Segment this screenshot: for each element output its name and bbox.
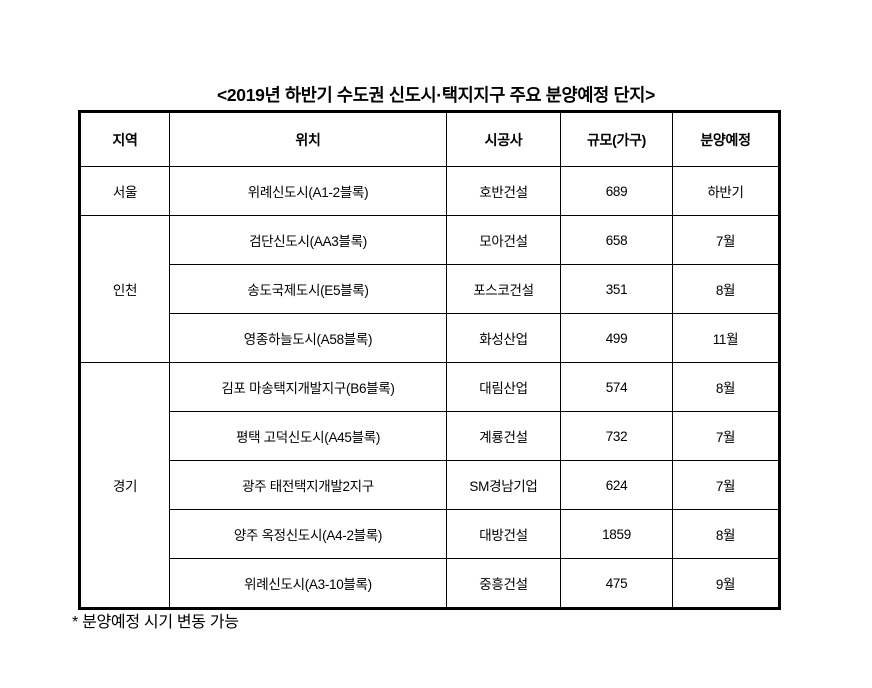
location-cell: 양주 옥정신도시(A4-2블록) bbox=[169, 509, 447, 559]
location-cell: 위례신도시(A3-10블록) bbox=[169, 558, 447, 609]
table-row: 광주 태전택지개발2지구 SM경남기업 624 7월 bbox=[80, 460, 780, 510]
schedule-cell: 7월 bbox=[672, 215, 780, 265]
region-cell-seoul: 서울 bbox=[79, 166, 170, 216]
column-header-region: 지역 bbox=[79, 111, 170, 167]
scale-cell: 475 bbox=[560, 558, 673, 609]
table-header-row: 지역 위치 시공사 규모(가구) 분양예정 bbox=[79, 111, 780, 167]
presale-schedule-table: 지역 위치 시공사 규모(가구) 분양예정 서울 위례신도시(A1-2블록) 호… bbox=[78, 110, 781, 610]
page-title: <2019년 하반기 수도권 신도시·택지지구 주요 분양예정 단지> bbox=[216, 85, 656, 105]
table-row: 영종하늘도시(A58블록) 화성산업 499 11월 bbox=[80, 313, 780, 363]
scale-cell: 689 bbox=[560, 166, 673, 216]
scale-cell: 624 bbox=[560, 460, 673, 510]
schedule-cell: 8월 bbox=[672, 362, 780, 412]
table-footnote: * 분양예정 시기 변동 가능 bbox=[72, 614, 239, 631]
table-row: 위례신도시(A3-10블록) 중흥건설 475 9월 bbox=[80, 558, 780, 609]
table-row: 인천 검단신도시(AA3블록) 모아건설 658 7월 bbox=[79, 215, 780, 363]
region-cell-incheon: 인천 bbox=[79, 215, 170, 363]
scale-cell: 351 bbox=[560, 264, 673, 314]
builder-cell: 호반건설 bbox=[446, 166, 561, 216]
schedule-cell: 8월 bbox=[672, 509, 780, 559]
builder-cell: 대림산업 bbox=[446, 362, 561, 412]
scale-cell: 732 bbox=[560, 411, 673, 461]
location-cell: 김포 마송택지개발지구(B6블록) bbox=[169, 362, 447, 412]
schedule-cell: 8월 bbox=[672, 264, 780, 314]
scale-cell: 574 bbox=[560, 362, 673, 412]
builder-cell: 중흥건설 bbox=[446, 558, 561, 609]
builder-cell: 계룡건설 bbox=[446, 411, 561, 461]
location-cell: 검단신도시(AA3블록) bbox=[169, 215, 447, 265]
table-body: 서울 위례신도시(A1-2블록) 호반건설 689 하반기 인천 검단신도시(A… bbox=[79, 166, 780, 609]
schedule-cell: 9월 bbox=[672, 558, 780, 609]
column-header-builder: 시공사 bbox=[446, 111, 561, 167]
builder-cell: SM경남기업 bbox=[446, 460, 561, 510]
column-header-schedule: 분양예정 bbox=[672, 111, 780, 167]
builder-cell: 화성산업 bbox=[446, 313, 561, 363]
table-row: 양주 옥정신도시(A4-2블록) 대방건설 1859 8월 bbox=[80, 509, 780, 559]
builder-cell: 포스코건설 bbox=[446, 264, 561, 314]
region-cell-gyeonggi: 경기 bbox=[79, 362, 170, 609]
location-cell: 평택 고덕신도시(A45블록) bbox=[169, 411, 447, 461]
location-cell: 위례신도시(A1-2블록) bbox=[169, 166, 447, 216]
column-header-location: 위치 bbox=[169, 111, 447, 167]
builder-cell: 대방건설 bbox=[446, 509, 561, 559]
table-row: 경기 김포 마송택지개발지구(B6블록) 대림산업 574 8월 bbox=[79, 362, 780, 609]
table-header: 지역 위치 시공사 규모(가구) 분양예정 bbox=[79, 111, 780, 167]
location-cell: 광주 태전택지개발2지구 bbox=[169, 460, 447, 510]
scale-cell: 658 bbox=[560, 215, 673, 265]
table-row: 송도국제도시(E5블록) 포스코건설 351 8월 bbox=[80, 264, 780, 314]
table-row: 평택 고덕신도시(A45블록) 계룡건설 732 7월 bbox=[80, 411, 780, 461]
table-row: 서울 위례신도시(A1-2블록) 호반건설 689 하반기 bbox=[79, 166, 780, 216]
schedule-cell: 하반기 bbox=[672, 166, 780, 216]
schedule-cell: 11월 bbox=[672, 313, 780, 363]
builder-cell: 모아건설 bbox=[446, 215, 561, 265]
table-container: 지역 위치 시공사 규모(가구) 분양예정 서울 위례신도시(A1-2블록) 호… bbox=[78, 110, 781, 610]
location-cell: 영종하늘도시(A58블록) bbox=[169, 313, 447, 363]
column-header-scale: 규모(가구) bbox=[560, 111, 673, 167]
schedule-cell: 7월 bbox=[672, 460, 780, 510]
schedule-cell: 7월 bbox=[672, 411, 780, 461]
scale-cell: 499 bbox=[560, 313, 673, 363]
scale-cell: 1859 bbox=[560, 509, 673, 559]
location-cell: 송도국제도시(E5블록) bbox=[169, 264, 447, 314]
